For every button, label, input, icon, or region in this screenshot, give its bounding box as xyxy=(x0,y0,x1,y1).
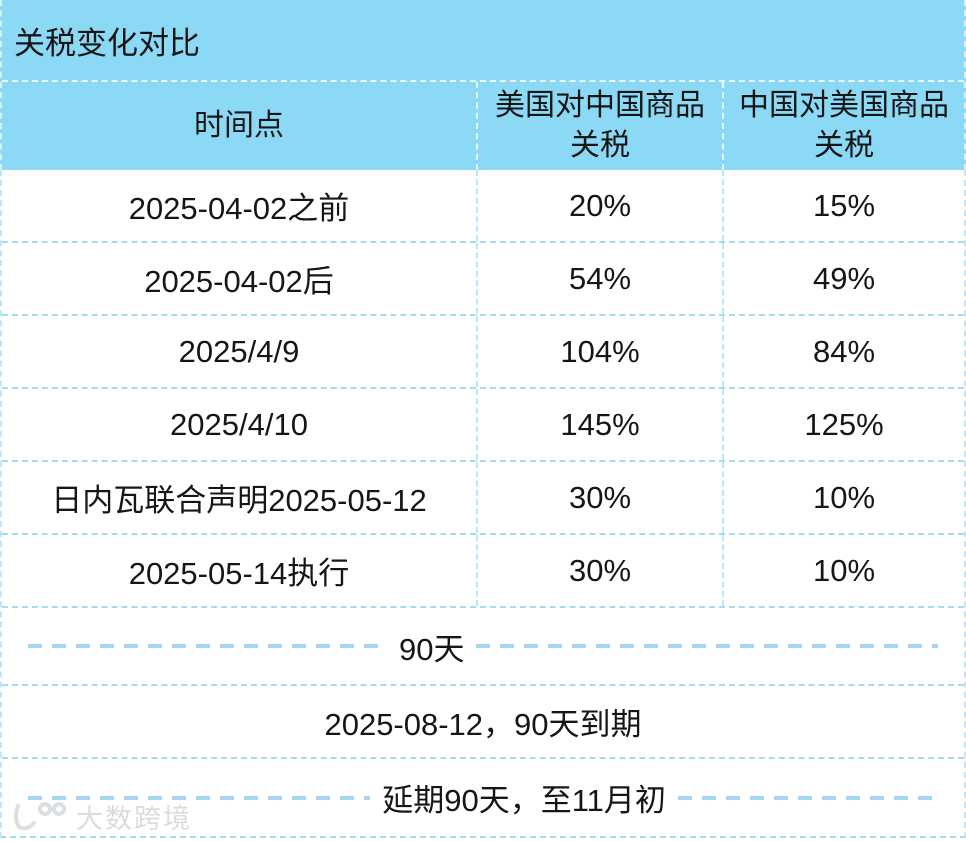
footer-text: 90天 xyxy=(398,631,465,667)
column-header-cn-tariff: 中国对美国商品关税 xyxy=(722,82,964,170)
cell-us-tariff: 54% xyxy=(476,243,722,314)
column-header-time: 时间点 xyxy=(194,108,284,142)
cell-us-tariff: 20% xyxy=(476,170,722,241)
table-row: 2025/4/10 145% 125% xyxy=(2,389,964,462)
table-row: 日内瓦联合声明2025-05-12 30% 10% xyxy=(2,462,964,535)
table-row: 2025-04-02之前 20% 15% xyxy=(2,170,964,243)
cell-time: 2025/4/9 xyxy=(178,333,300,369)
cell-cn-tariff: 125% xyxy=(722,389,964,460)
table-row: 2025-05-14执行 30% 10% xyxy=(2,535,964,608)
cell-time: 2025-04-02后 xyxy=(144,264,334,299)
cell-cn-tariff: 15% xyxy=(722,170,964,241)
column-header-row: 时间点 美国对中国商品关税 中国对美国商品关税 xyxy=(2,82,964,170)
cell-us-tariff: 104% xyxy=(476,316,722,387)
cell-time: 2025-05-14执行 xyxy=(128,556,350,591)
brand-logo-icon xyxy=(13,801,66,830)
cell-cn-tariff: 84% xyxy=(722,316,964,387)
table-body: 2025-04-02之前 20% 15% 2025-04-02后 54% 49%… xyxy=(0,170,966,838)
table-row: 2025-04-02后 54% 49% xyxy=(2,243,964,316)
dashed-rule xyxy=(476,644,938,648)
cell-cn-tariff: 10% xyxy=(722,462,964,533)
page-title: 关税变化对比 xyxy=(2,0,964,82)
footer-row-90days: 90天 xyxy=(2,608,964,686)
cell-us-tariff: 30% xyxy=(476,535,722,606)
cell-us-tariff: 145% xyxy=(476,389,722,460)
cell-us-tariff: 30% xyxy=(476,462,722,533)
footer-text: 延期90天，至11月初 xyxy=(382,783,666,818)
dashed-rule xyxy=(28,795,371,800)
column-header-us-tariff: 美国对中国商品关税 xyxy=(476,82,722,170)
footer-text: 2025-08-12，90天到期 xyxy=(324,707,642,742)
footer-row-extension: 延期90天，至11月初 xyxy=(2,759,964,836)
watermark: 大数跨境 xyxy=(8,797,192,836)
watermark-text: 大数跨境 xyxy=(76,804,192,834)
dashed-rule xyxy=(677,795,938,800)
cell-cn-tariff: 10% xyxy=(722,535,964,606)
dashed-rule xyxy=(28,644,387,648)
table-header-block: 关税变化对比 时间点 美国对中国商品关税 中国对美国商品关税 xyxy=(0,0,966,170)
table-row: 2025/4/9 104% 84% xyxy=(2,316,964,389)
cell-cn-tariff: 49% xyxy=(722,243,964,314)
cell-time: 2025-04-02之前 xyxy=(128,191,350,226)
cell-time: 日内瓦联合声明2025-05-12 xyxy=(51,483,427,518)
footer-row-expiry: 2025-08-12，90天到期 xyxy=(2,686,964,759)
cell-time: 2025/4/10 xyxy=(170,406,308,442)
